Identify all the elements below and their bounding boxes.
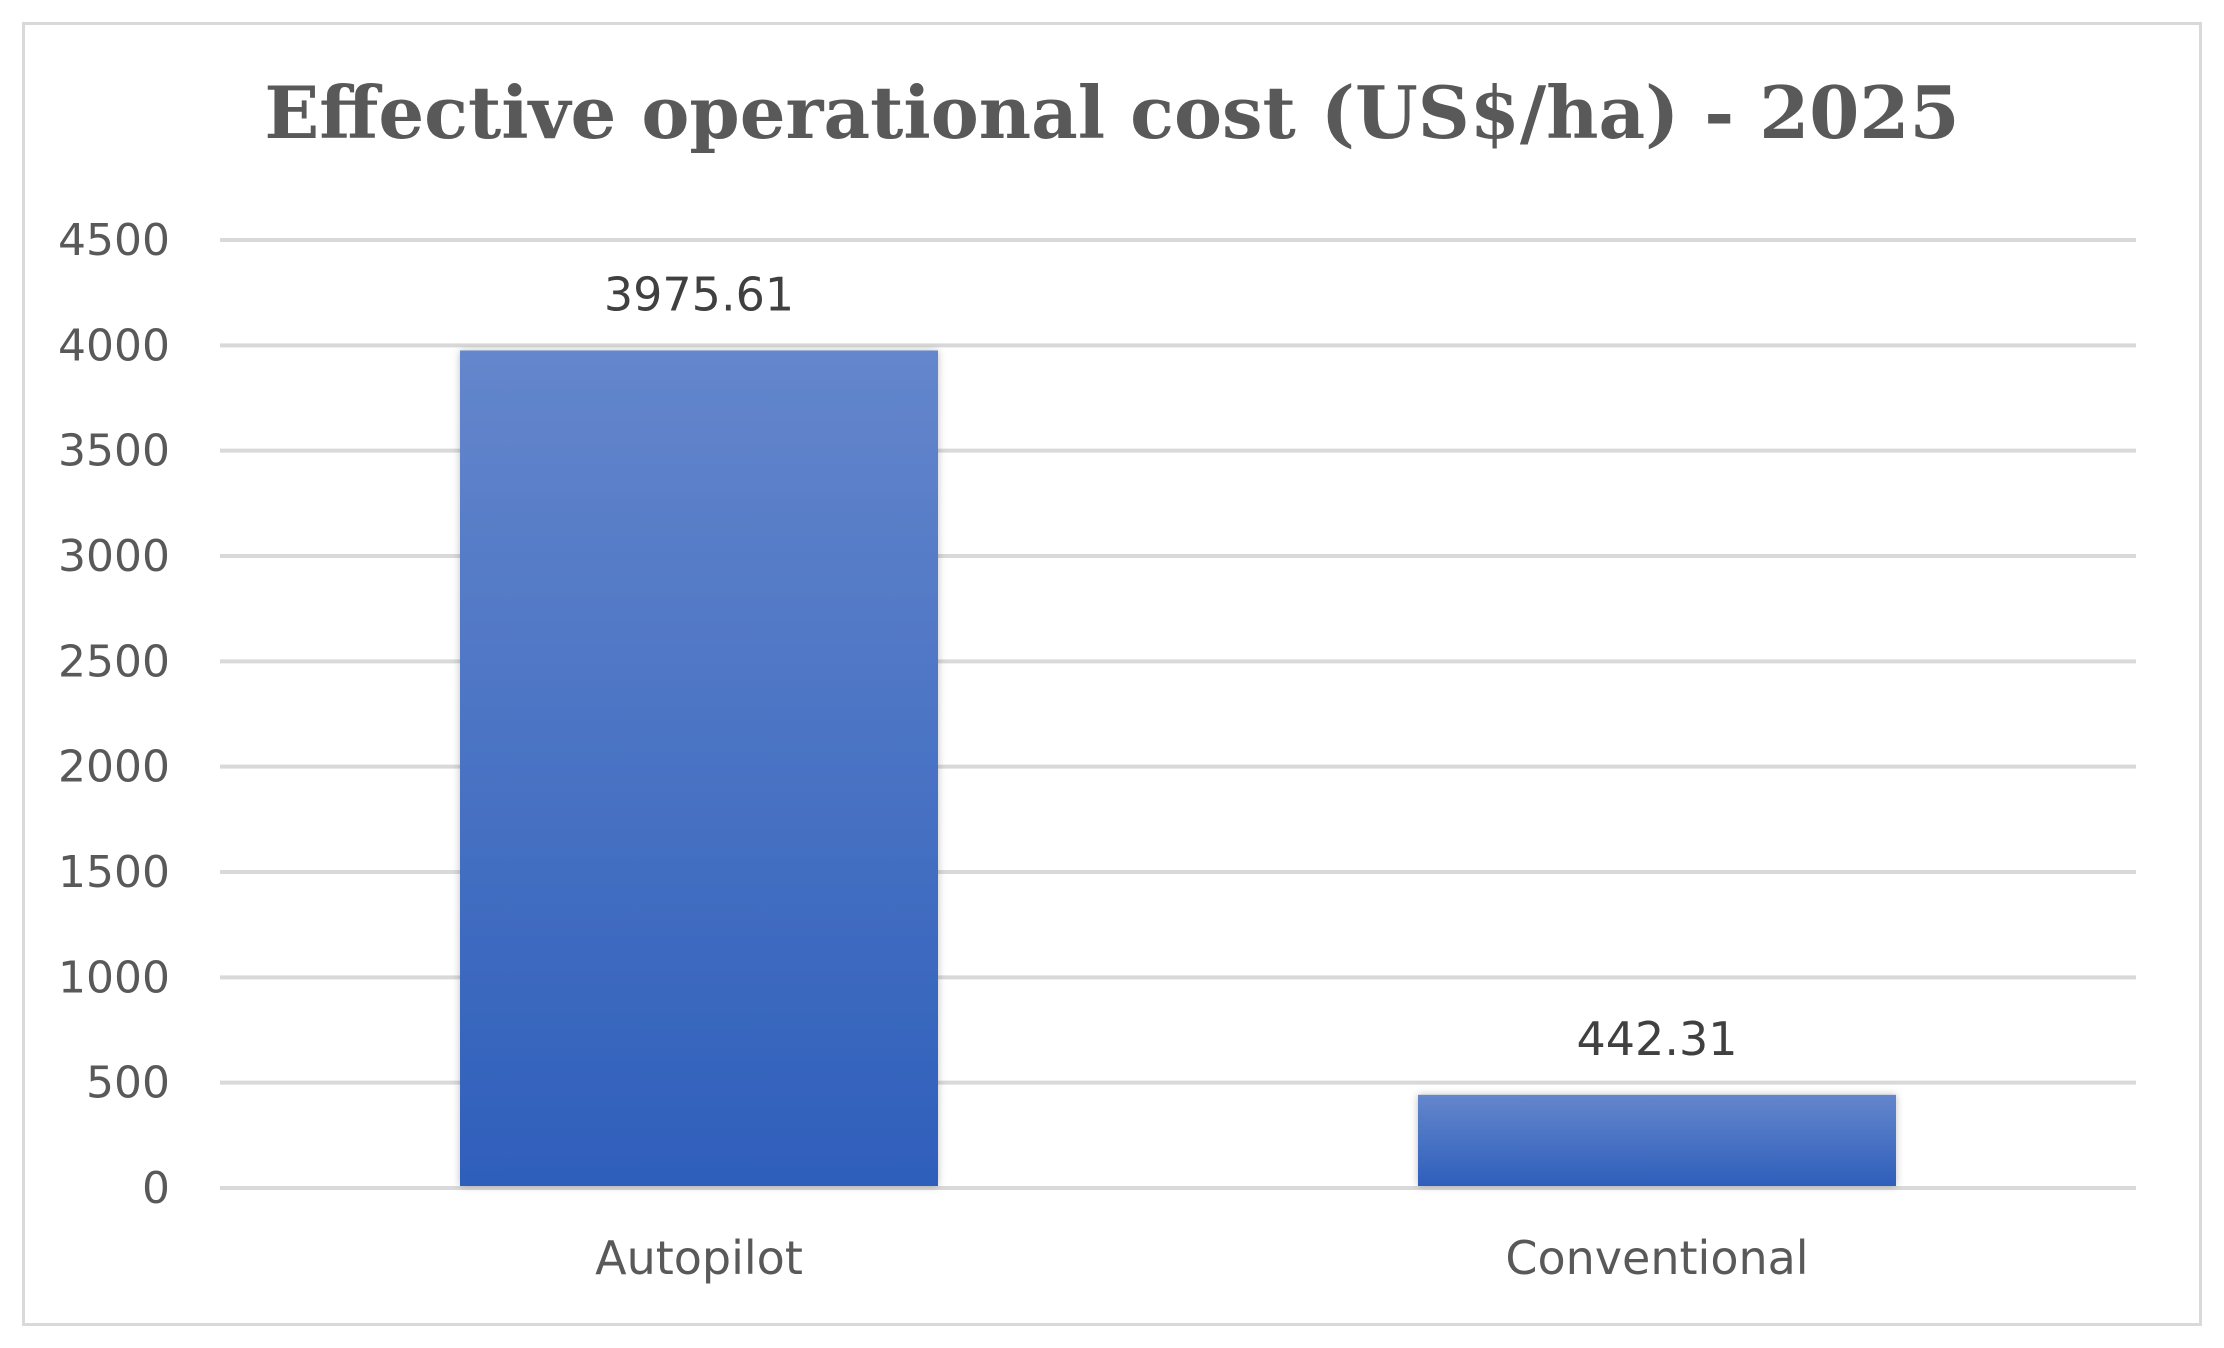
y-tick-label: 4000 bbox=[58, 320, 170, 371]
bar-autopilot bbox=[460, 350, 938, 1186]
x-axis-category-labels: Autopilot Conventional bbox=[595, 1231, 1808, 1285]
bar-conventional bbox=[1418, 1094, 1896, 1186]
category-label-conventional: Conventional bbox=[1505, 1231, 1808, 1285]
y-tick-label: 3500 bbox=[58, 426, 170, 477]
y-tick-label: 500 bbox=[86, 1058, 170, 1109]
y-tick-label: 4500 bbox=[58, 215, 170, 266]
bars bbox=[460, 350, 1896, 1186]
data-labels: 3975.61 442.31 bbox=[604, 267, 1738, 1065]
y-tick-label: 3000 bbox=[58, 531, 170, 582]
category-label-autopilot: Autopilot bbox=[595, 1231, 803, 1285]
y-tick-label: 2000 bbox=[58, 742, 170, 793]
y-tick-label: 1500 bbox=[58, 847, 170, 898]
chart-title: Effective operational cost (US$/ha) - 20… bbox=[264, 70, 1960, 155]
y-tick-label: 2500 bbox=[58, 636, 170, 687]
y-tick-label: 0 bbox=[142, 1163, 170, 1214]
data-label-autopilot: 3975.61 bbox=[604, 267, 794, 321]
y-axis-tick-labels: 0 500 1000 1500 2000 2500 3000 3500 4000 4500 bbox=[58, 215, 170, 1214]
data-label-conventional: 442.31 bbox=[1577, 1012, 1738, 1066]
y-tick-label: 1000 bbox=[58, 952, 170, 1003]
